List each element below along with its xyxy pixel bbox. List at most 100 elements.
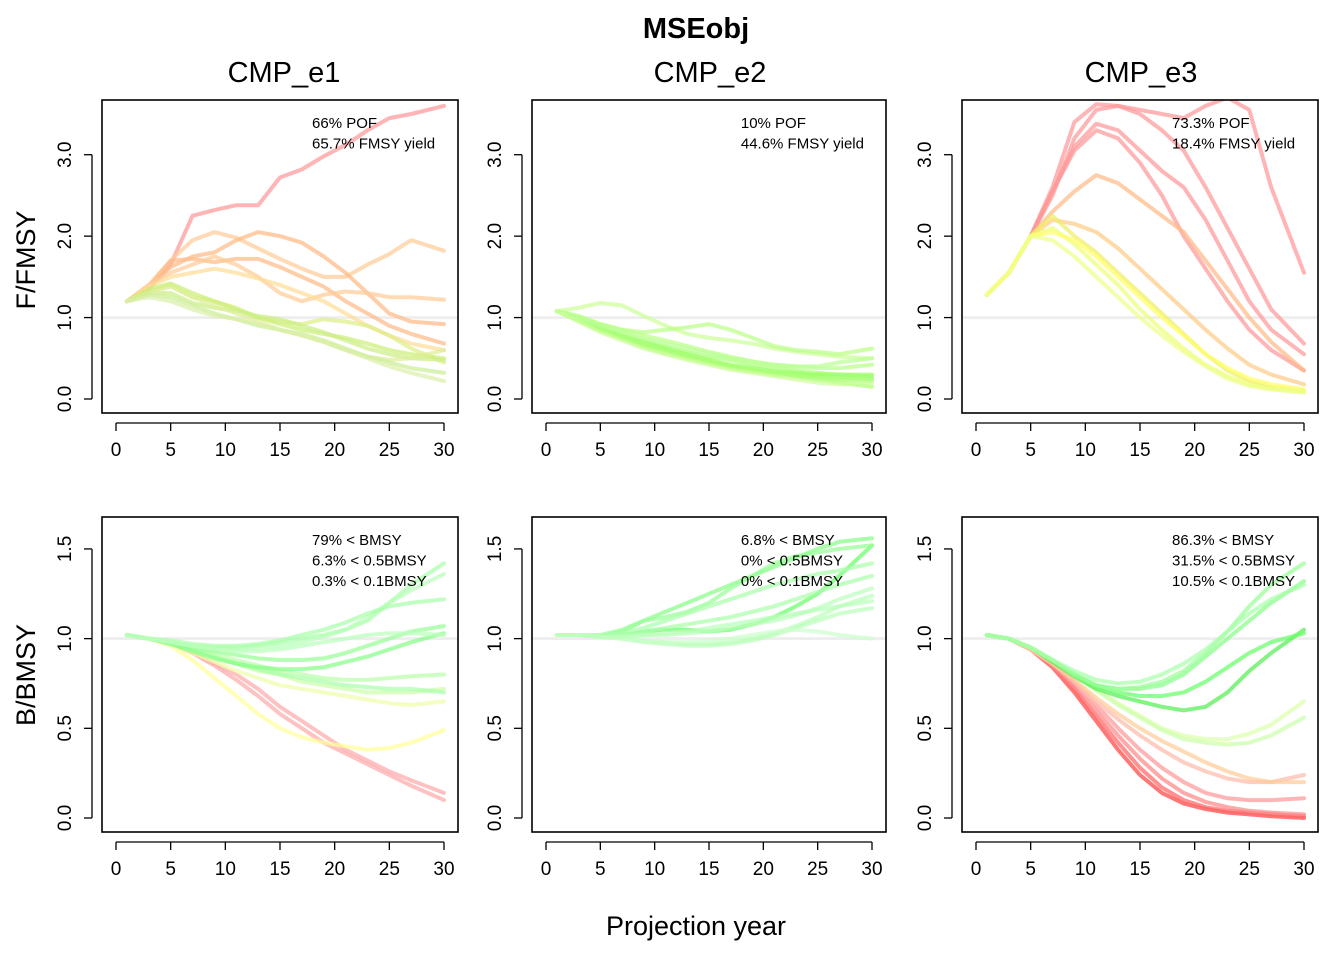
b-e2-series-line-3 <box>554 543 874 637</box>
b-e1-x-tick-label: 10 <box>215 859 236 880</box>
b-e1-annotation-3: 0.3% < 0.1BMSY <box>312 573 427 590</box>
b-e3-x-tick-label: 25 <box>1239 859 1260 880</box>
b-e3-series-line-5 <box>984 633 1306 785</box>
f-e2-y-tick-label: 1.0 <box>485 304 506 330</box>
b-e1-annotation-2: 6.3% < 0.5BMSY <box>312 553 427 570</box>
b-e3-y-tick-label: 1.0 <box>915 625 936 651</box>
b-e3-series-line-2 <box>984 633 1306 819</box>
f-e2-x-tick-label: 15 <box>698 440 719 461</box>
f-e2-y-tick-label: 0.0 <box>485 386 506 412</box>
f-e3-series-line-9 <box>984 230 1306 392</box>
b-e3-annotation-2: 31.5% < 0.5BMSY <box>1172 553 1295 570</box>
b-e3-y-tick-label: 0.0 <box>915 805 936 831</box>
f-e3-x-tick-label: 25 <box>1239 440 1260 461</box>
b-e1-plot-frame <box>101 516 459 833</box>
b-e3-series-line-13 <box>984 582 1306 686</box>
b-e3-x-tick-label: 0 <box>971 859 982 880</box>
b-e2-annotation-1: 6.8% < BMSY <box>741 532 835 549</box>
f-e1-series-line-9 <box>124 291 446 362</box>
b-e1-x-tick-label: 15 <box>269 859 290 880</box>
f-e2-x-tick-label: 25 <box>807 440 828 461</box>
f-e1-x-tick-label: 0 <box>111 440 122 461</box>
b-e2-annotation-2: 0% < 0.5BMSY <box>741 553 843 570</box>
f-e3-x-tick-label: 0 <box>971 440 982 461</box>
b-e3-y-tick-label: 0.5 <box>915 715 936 741</box>
f-e1-y-tick-label: 3.0 <box>55 142 76 168</box>
f-e1-y-tick-label: 1.0 <box>55 304 76 330</box>
f-e1-plot-frame <box>101 99 459 414</box>
f-e2-series-group <box>554 300 874 389</box>
b-e1-series-line-3 <box>124 633 446 752</box>
f-e2-plot-frame <box>531 99 887 414</box>
b-e1-y-tick-label: 0.0 <box>55 805 76 831</box>
panel-f-fmsy-cmp-e2: 0 5 10 15 20 25 30 0.0 1.0 2.0 3.0 10% POF 44.6% FMS… <box>485 99 887 461</box>
f-e3-plot-frame <box>961 99 1319 414</box>
b-e2-x-tick-label: 25 <box>807 859 828 880</box>
b-e2-annotation-3: 0% < 0.1BMSY <box>741 573 843 590</box>
b-e3-series-line-6 <box>984 633 1306 785</box>
b-e1-series-group <box>124 561 446 803</box>
b-e2-series-group <box>554 536 874 648</box>
b-e3-series-line-3 <box>984 633 1306 817</box>
f-e2-series-line-6 <box>554 309 874 384</box>
f-e1-y-tick-label: 0.0 <box>55 386 76 412</box>
b-e3-x-tick-label: 30 <box>1293 859 1314 880</box>
f-e1-annotation-2: 65.7% FMSY yield <box>312 136 435 153</box>
b-e1-series-line-9 <box>124 631 446 672</box>
b-e2-y-tick-label: 1.5 <box>485 536 506 562</box>
x-axis-label: Projection year <box>606 911 786 941</box>
b-e2-y-tick-label: 0.5 <box>485 715 506 741</box>
panel-f-fmsy-cmp-e1: 0 5 10 15 20 25 30 0.0 1.0 2.0 3.0 66% POF 65.7% FMS… <box>55 99 459 461</box>
b-e2-y-tick-label: 1.0 <box>485 625 506 651</box>
b-e1-x-tick-label: 0 <box>111 859 122 880</box>
row-label-b-bmsy: B/BMSY <box>11 624 41 726</box>
b-e1-x-tick-label: 20 <box>324 859 345 880</box>
b-e1-y-tick-label: 0.5 <box>55 715 76 741</box>
b-e3-x-tick-label: 5 <box>1025 859 1036 880</box>
f-e3-x-tick-label: 15 <box>1129 440 1150 461</box>
b-e2-series-line-10 <box>554 599 874 639</box>
panel-f-fmsy-cmp-e3: 0 5 10 15 20 25 30 0.0 1.0 2.0 3.0 73.3% POF 18.4% F… <box>915 99 1319 461</box>
f-e3-y-tick-label: 0.0 <box>915 386 936 412</box>
b-e2-x-tick-label: 30 <box>861 859 882 880</box>
f-e1-x-tick-label: 25 <box>379 440 400 461</box>
f-e2-series-line-1 <box>554 300 874 361</box>
b-e3-series-line-1 <box>984 633 1306 820</box>
panel-b-bmsy-cmp-e3: 0 5 10 15 20 25 30 0.0 0.5 1.0 1.5 86.3% < BMSY 31.5… <box>915 516 1319 880</box>
f-e1-series-line-1 <box>124 103 446 304</box>
b-e3-series-group <box>984 561 1306 820</box>
f-e2-x-tick-label: 5 <box>595 440 606 461</box>
f-e2-y-tick-label: 3.0 <box>485 142 506 168</box>
f-e1-series-line-5 <box>124 254 446 304</box>
f-e3-series-line-4 <box>984 128 1306 373</box>
column-title-cmp-e2: CMP_e2 <box>654 57 767 89</box>
b-e3-annotation-3: 10.5% < 0.1BMSY <box>1172 573 1295 590</box>
b-e3-x-tick-label: 10 <box>1075 859 1096 880</box>
f-e1-series-line-8 <box>124 281 446 361</box>
b-e1-x-tick-label: 25 <box>379 859 400 880</box>
b-e2-x-tick-label: 10 <box>644 859 665 880</box>
b-e2-x-tick-label: 0 <box>541 859 552 880</box>
f-e2-series-line-8 <box>554 309 874 389</box>
f-e1-x-tick-label: 5 <box>165 440 176 461</box>
f-e2-x-tick-label: 20 <box>753 440 774 461</box>
b-e2-x-tick-label: 5 <box>595 859 606 880</box>
panel-b-bmsy-cmp-e1: 0 5 10 15 20 25 30 0.0 0.5 1.0 1.5 79% < BMSY 6.3% <… <box>55 516 459 880</box>
b-e1-x-tick-label: 5 <box>165 859 176 880</box>
f-e3-y-tick-label: 1.0 <box>915 304 936 330</box>
f-e2-x-tick-label: 30 <box>861 440 882 461</box>
b-e2-y-tick-label: 0.0 <box>485 805 506 831</box>
figure-title: MSEobj <box>643 13 749 45</box>
row-label-f-fmsy: F/FMSY <box>11 211 41 310</box>
f-e1-series-line-12 <box>124 295 446 384</box>
f-e1-y-tick-label: 2.0 <box>55 223 76 249</box>
b-e1-series-line-13 <box>124 631 446 654</box>
b-e3-series-line-9 <box>984 627 1306 713</box>
b-e1-y-tick-label: 1.0 <box>55 625 76 651</box>
f-e2-x-tick-label: 10 <box>644 440 665 461</box>
f-e3-y-tick-label: 3.0 <box>915 142 936 168</box>
f-e1-series-group <box>124 103 446 384</box>
f-e2-x-tick-label: 0 <box>541 440 552 461</box>
f-e3-x-tick-label: 5 <box>1025 440 1036 461</box>
f-e2-series-line-9 <box>554 309 874 369</box>
